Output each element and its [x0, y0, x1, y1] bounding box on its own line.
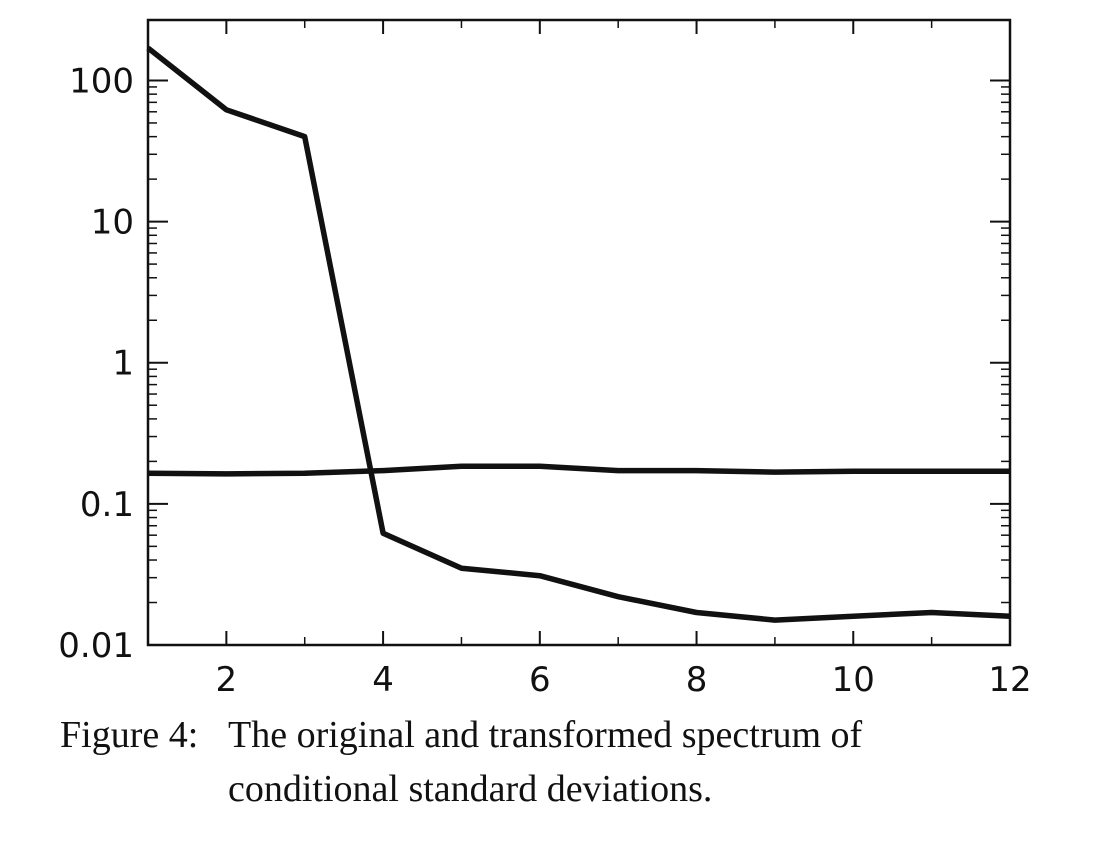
y-tick-label: 10 [91, 203, 134, 243]
y-tick-label: 0.1 [80, 485, 134, 525]
x-tick-label: 2 [216, 660, 238, 700]
caption-text-1: The original and transformed spectrum of [228, 714, 863, 756]
plot-frame [146, 18, 1012, 647]
x-tick-labels: 2 4 6 8 10 12 [216, 660, 1032, 700]
figure-caption: Figure 4: The original and transformed sp… [60, 708, 1060, 816]
major-ticks [148, 20, 1011, 646]
series-line-2 [147, 463, 1010, 477]
y-tick-label: 1 [112, 344, 134, 384]
y-tick-labels: 0.01 0.1 1 10 100 [58, 61, 134, 666]
x-tick-label: 4 [372, 660, 394, 700]
x-tick-label: 8 [686, 660, 708, 700]
series-line-1 [146, 45, 1011, 623]
caption-line-1: Figure 4: The original and transformed sp… [60, 708, 1060, 762]
y-tick-label: 0.01 [58, 626, 134, 666]
figure: 0.01 0.1 1 10 100 2 4 6 8 10 12 [58, 18, 1032, 700]
minor-ticks [147, 20, 1010, 645]
x-tick-label: 12 [988, 660, 1031, 700]
chart: 0.01 0.1 1 10 100 2 4 6 8 10 12 [58, 18, 1032, 700]
x-tick-label: 10 [832, 660, 875, 700]
caption-line-2: conditional standard deviations. [228, 768, 713, 810]
caption-label: Figure 4: [60, 714, 199, 756]
series-lines [146, 45, 1011, 623]
x-tick-label: 6 [529, 660, 551, 700]
y-tick-label: 100 [69, 61, 134, 101]
